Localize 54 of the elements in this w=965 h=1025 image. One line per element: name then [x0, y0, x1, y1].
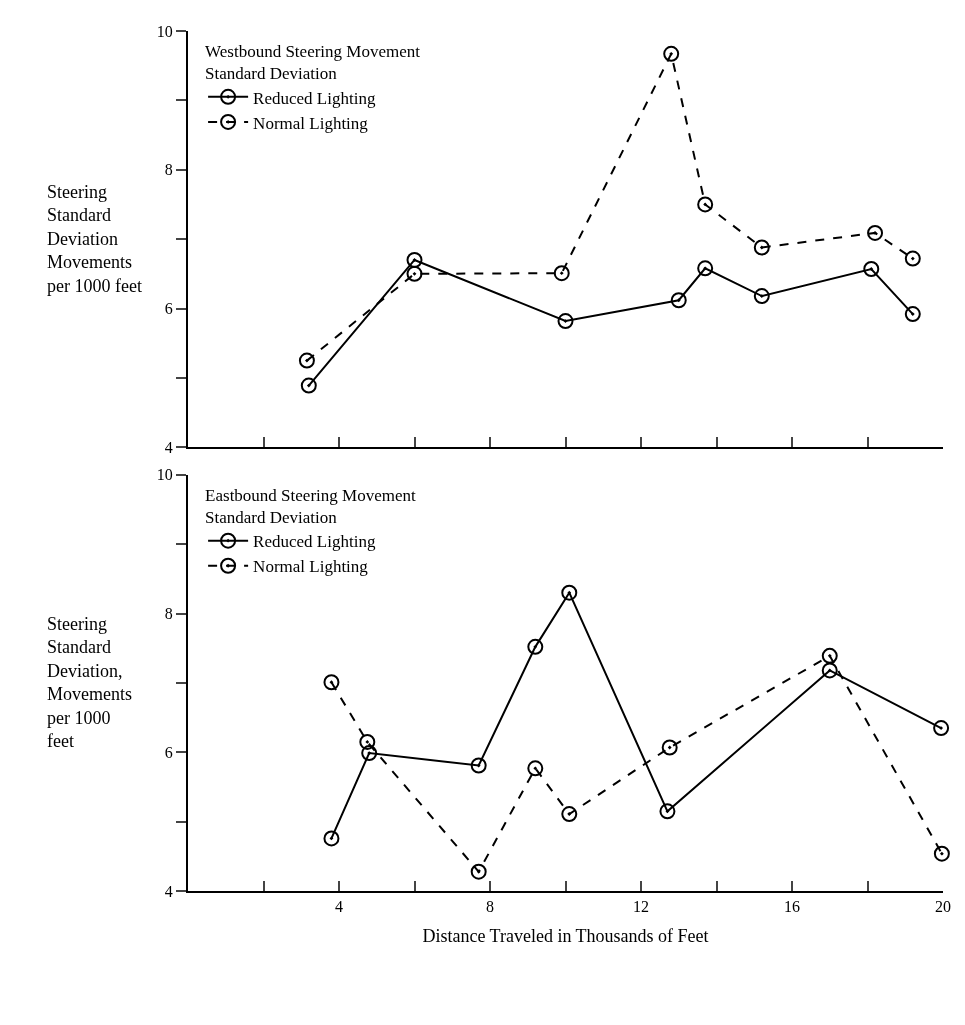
point — [661, 739, 678, 756]
point — [323, 830, 340, 847]
x-tick-label: 16 — [784, 898, 800, 916]
legend-label: Normal Lighting — [253, 557, 369, 577]
y-tick-label: 10 — [156, 466, 173, 484]
y-tick-label: 6 — [164, 743, 173, 761]
point — [670, 292, 687, 309]
point — [561, 806, 578, 823]
legend-label: Normal Lighting — [253, 113, 369, 133]
y-axis-title: Steering Standard Deviation Movements per 1000 feet — [47, 182, 142, 296]
x-axis-title: Distance Traveled in Thousands of Feet — [422, 925, 709, 946]
point — [527, 760, 544, 777]
point — [323, 674, 340, 691]
x-tick-label: 8 — [486, 898, 494, 916]
point — [659, 803, 676, 820]
x-tick-label: 20 — [935, 898, 951, 916]
legend-title: Eastbound Steering Movement Standard Deviation — [205, 485, 416, 528]
point — [470, 863, 487, 880]
point — [527, 638, 544, 655]
y-tick-label: 6 — [164, 300, 173, 318]
point — [663, 45, 680, 62]
point — [406, 251, 423, 268]
x-tick-label: 12 — [633, 898, 649, 916]
point — [557, 313, 574, 330]
y-tick-label: 4 — [164, 882, 173, 900]
point — [933, 845, 950, 862]
point — [933, 720, 950, 737]
legend-title: Westbound Steering Movement Standard Deviation — [205, 42, 421, 84]
point — [300, 377, 317, 394]
point — [821, 662, 838, 679]
point — [753, 239, 770, 256]
x-tick-label: 4 — [335, 898, 343, 916]
y-tick-label: 4 — [164, 438, 173, 456]
legend-label: Reduced Lighting — [253, 532, 376, 552]
point — [406, 265, 423, 282]
point — [697, 260, 714, 277]
point — [753, 288, 770, 305]
point — [359, 733, 376, 750]
point — [904, 250, 921, 267]
point — [904, 306, 921, 323]
point — [553, 265, 570, 282]
y-tick-label: 8 — [164, 161, 173, 179]
y-tick-label: 10 — [156, 22, 173, 40]
y-tick-label: 8 — [164, 605, 173, 623]
point — [821, 647, 838, 664]
point — [697, 196, 714, 213]
point — [361, 745, 378, 762]
point — [561, 584, 578, 601]
y-axis-title: Steering Standard Deviation, Movements per 1000 feet — [47, 614, 132, 751]
point — [298, 352, 315, 369]
point — [863, 261, 880, 277]
point — [867, 224, 884, 241]
legend-label: Reduced Lighting — [253, 88, 376, 108]
point — [470, 757, 487, 774]
